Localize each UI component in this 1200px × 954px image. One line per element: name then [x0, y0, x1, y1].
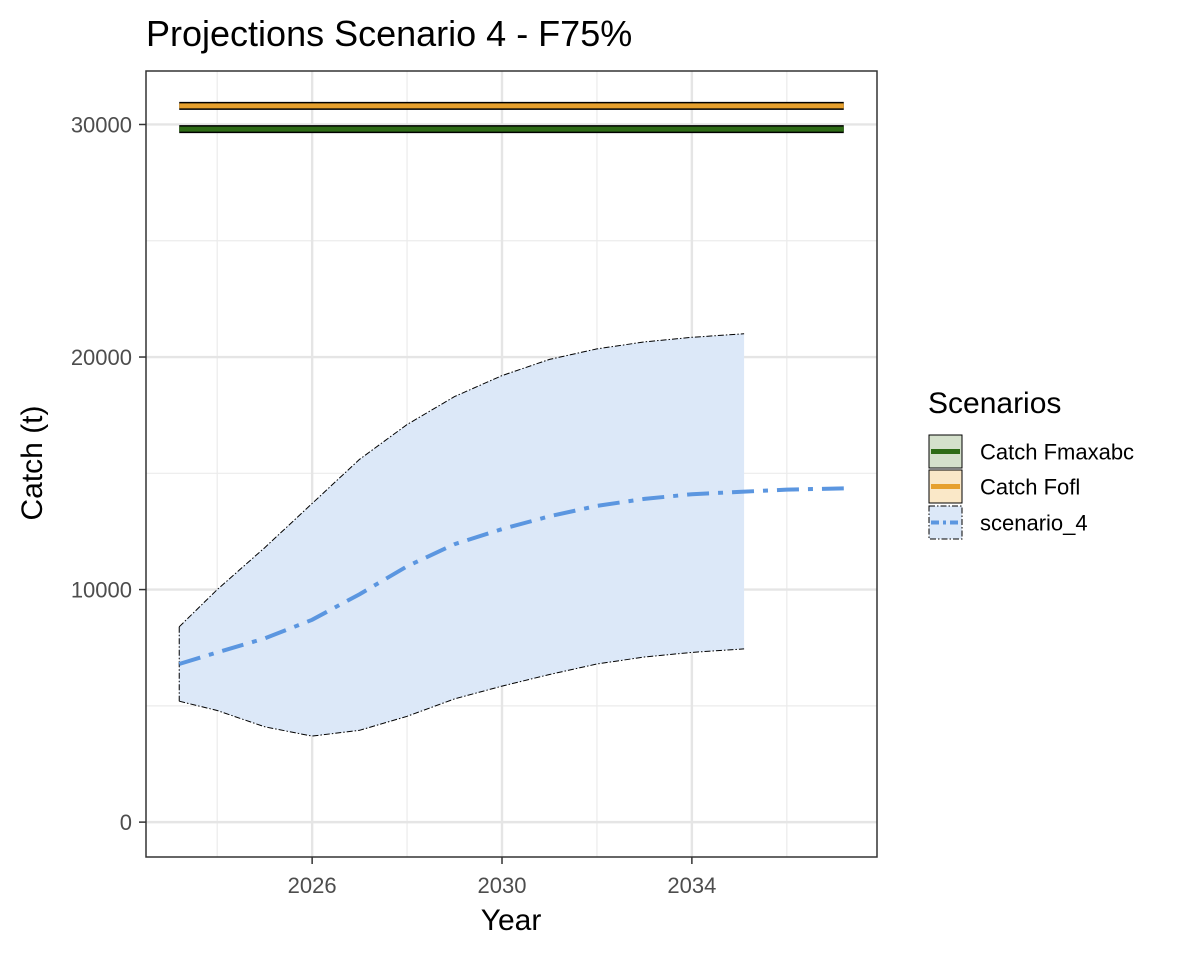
legend: Scenarios Catch Fmaxabc Catch Fofl scenari… — [928, 387, 1134, 540]
y-tick-label: 0 — [120, 810, 132, 835]
y-tick-label: 10000 — [71, 578, 132, 603]
x-tick-label: 2034 — [667, 873, 716, 898]
plot-border — [145, 70, 878, 858]
legend-title: Scenarios — [928, 387, 1061, 420]
x-tick-label: 2030 — [478, 873, 527, 898]
axes: 2026 2030 2034 0 10000 20000 30000 — [71, 70, 878, 898]
y-tick-label: 30000 — [71, 112, 132, 137]
x-tick-label: 2026 — [288, 873, 337, 898]
data-layer — [178, 101, 844, 737]
x-axis-title: Year — [481, 904, 542, 937]
y-tick-label: 20000 — [71, 345, 132, 370]
scenario-4-line — [178, 486, 844, 666]
y-axis-title: Catch (t) — [16, 405, 49, 520]
chart-title: Projections Scenario 4 - F75% — [146, 13, 632, 54]
legend-label: scenario_4 — [980, 511, 1088, 536]
ribbon-lower-edge — [179, 648, 745, 737]
legend-label: Catch Fofl — [980, 475, 1080, 500]
ribbon-upper-edge — [178, 333, 745, 628]
confidence-ribbon — [179, 333, 745, 737]
legend-label: Catch Fmaxabc — [980, 440, 1134, 465]
